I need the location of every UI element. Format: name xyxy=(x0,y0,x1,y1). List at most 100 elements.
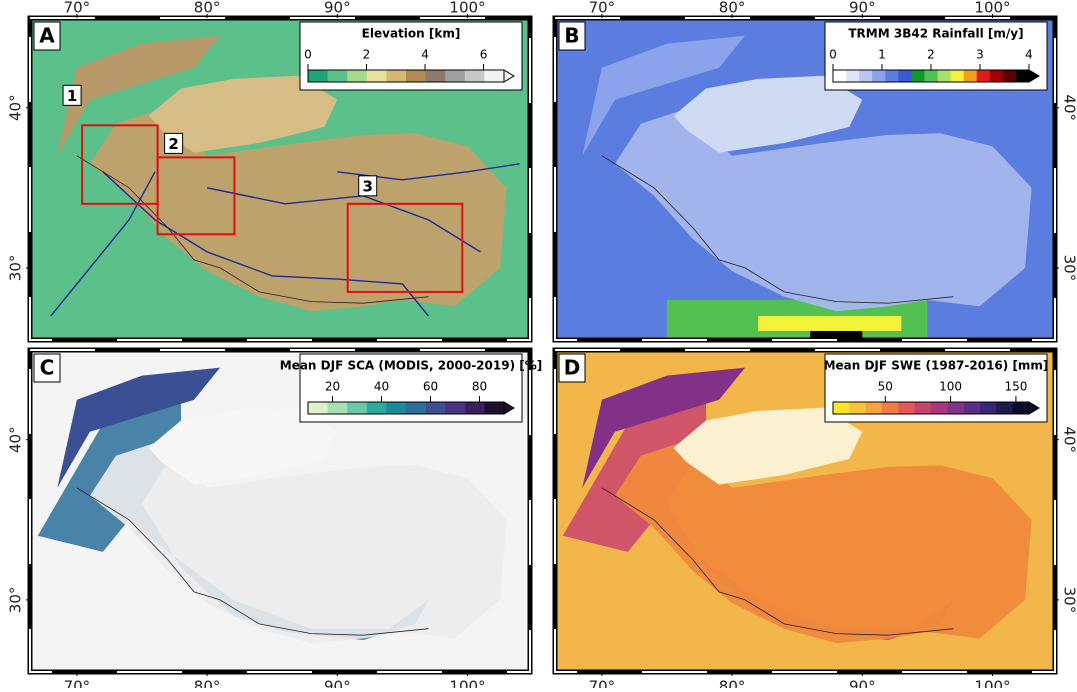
colorbar-swatch xyxy=(977,70,991,82)
colorbar-swatch xyxy=(885,70,899,82)
panel-letter: B xyxy=(564,24,579,48)
lon-tick-label: 90° xyxy=(849,0,876,17)
colorbar-swatch xyxy=(445,402,465,414)
map-panel: C Mean DJF SCA (MODIS, 2000-2019) [%] 20 40… xyxy=(30,350,542,672)
lon-tick-label: 80° xyxy=(194,678,221,689)
colorbar-swatch xyxy=(849,402,866,414)
colorbar-tick-label: 80 xyxy=(472,380,487,394)
colorbar-swatch xyxy=(386,70,406,82)
colorbar-swatch xyxy=(484,402,504,414)
colorbar-tick-label: 1 xyxy=(878,48,886,62)
colorbar-swatch xyxy=(347,402,367,414)
colorbar-swatch xyxy=(938,70,952,82)
colorbar-swatch xyxy=(484,70,504,82)
colorbar-swatch xyxy=(308,402,328,414)
colorbar-tick-label: 100 xyxy=(939,380,962,394)
colorbar-title: Mean DJF SWE (1987-2016) [mm] xyxy=(824,359,1049,373)
colorbar-tick-label: 2 xyxy=(363,48,371,62)
lon-tick-label: 70° xyxy=(589,0,616,17)
colorbar-swatch xyxy=(1013,402,1030,414)
map-panel: D Mean DJF SWE (1987-2016) [mm] 50 100 150 xyxy=(555,350,1055,672)
lat-tick-label: 40° xyxy=(7,94,25,121)
lon-tick-label: 70° xyxy=(589,678,616,689)
colorbar-tick-label: 6 xyxy=(480,48,488,62)
lon-tick-label: 70° xyxy=(64,678,91,689)
lat-tick-label: 40° xyxy=(7,426,25,453)
lon-tick-label: 70° xyxy=(64,0,91,17)
colorbar-swatch xyxy=(833,70,847,82)
colorbar-swatch xyxy=(980,402,997,414)
colorbar-swatch xyxy=(367,402,387,414)
region-label: 2 xyxy=(168,135,178,153)
lon-tick-label: 100° xyxy=(974,678,1010,689)
lon-tick-label: 80° xyxy=(719,0,746,17)
colorbar-swatch xyxy=(406,70,426,82)
lat-tick-label: 40° xyxy=(1061,426,1077,453)
lon-tick-label: 100° xyxy=(449,678,485,689)
colorbar-swatch xyxy=(964,402,981,414)
colorbar-tick-label: 2 xyxy=(927,48,935,62)
lon-tick-label: 90° xyxy=(849,678,876,689)
colorbar-tick-label: 4 xyxy=(421,48,429,62)
lon-tick-label: 90° xyxy=(324,678,351,689)
colorbar-swatch xyxy=(406,402,426,414)
lon-tick-label: 80° xyxy=(719,678,746,689)
colorbar-swatch xyxy=(367,70,387,82)
colorbar-swatch xyxy=(833,402,850,414)
lat-tick-label: 30° xyxy=(1061,255,1077,282)
colorbar-swatch xyxy=(915,402,932,414)
colorbar-swatch xyxy=(872,70,886,82)
lon-tick-label: 100° xyxy=(449,0,485,17)
colorbar-swatch xyxy=(859,70,873,82)
colorbar-swatch xyxy=(426,70,446,82)
region-label: 3 xyxy=(362,177,372,195)
map-panel: B TRMM 3B42 Rainfall [m/y] 0 1 2 3 4 xyxy=(555,18,1055,351)
colorbar-tick-label: 4 xyxy=(1025,48,1033,62)
colorbar-swatch xyxy=(951,70,965,82)
colorbar-tick-label: 0 xyxy=(829,48,837,62)
colorbar-swatch xyxy=(347,70,367,82)
colorbar-swatch xyxy=(1003,70,1017,82)
colorbar-title: TRMM 3B42 Rainfall [m/y] xyxy=(848,27,1023,41)
colorbar-swatch xyxy=(882,402,899,414)
colorbar-swatch xyxy=(911,70,925,82)
colorbar-swatch xyxy=(308,70,328,82)
colorbar-swatch xyxy=(947,402,964,414)
panel-letter: D xyxy=(564,356,581,380)
lon-tick-label: 90° xyxy=(324,0,351,17)
lat-tick-label: 30° xyxy=(7,255,25,282)
panel-letter: C xyxy=(40,356,55,380)
colorbar-title: Elevation [km] xyxy=(362,27,461,41)
colorbar-swatch xyxy=(445,70,465,82)
colorbar-tick-label: 3 xyxy=(976,48,984,62)
colorbar-swatch xyxy=(924,70,938,82)
colorbar-title: Mean DJF SCA (MODIS, 2000-2019) [%] xyxy=(280,359,542,373)
colorbar-swatch xyxy=(846,70,860,82)
colorbar-swatch xyxy=(990,70,1004,82)
colorbar-swatch xyxy=(898,402,915,414)
colorbar-swatch xyxy=(386,402,406,414)
lat-tick-label: 30° xyxy=(1061,587,1077,614)
colorbar-swatch xyxy=(866,402,883,414)
colorbar-swatch xyxy=(465,402,485,414)
region-label: 1 xyxy=(67,87,77,105)
colorbar-tick-label: 150 xyxy=(1004,380,1027,394)
rain-red xyxy=(758,316,901,331)
colorbar-tick-label: 60 xyxy=(423,380,438,394)
colorbar-swatch xyxy=(1016,70,1030,82)
colorbar-swatch xyxy=(328,70,348,82)
colorbar-swatch xyxy=(996,402,1013,414)
colorbar-swatch xyxy=(964,70,978,82)
colorbar-swatch xyxy=(328,402,348,414)
colorbar-swatch xyxy=(898,70,912,82)
colorbar-swatch xyxy=(426,402,446,414)
colorbar-tick-label: 40 xyxy=(374,380,389,394)
colorbar-tick-label: 0 xyxy=(304,48,312,62)
lat-tick-label: 40° xyxy=(1061,94,1077,121)
colorbar-swatch xyxy=(465,70,485,82)
lat-tick-label: 30° xyxy=(7,587,25,614)
colorbar-tick-label: 20 xyxy=(325,380,340,394)
colorbar-tick-label: 50 xyxy=(878,380,893,394)
